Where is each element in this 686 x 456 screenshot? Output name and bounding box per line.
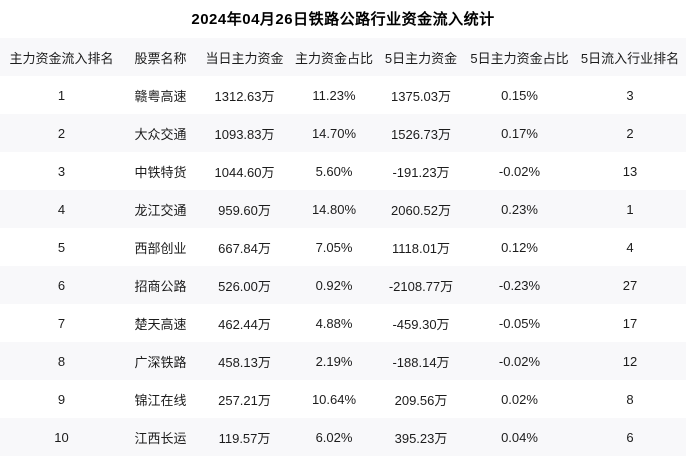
cell-today-main-capital: 119.57万 — [218, 430, 271, 446]
cell-main-capital-ratio: 4.88% — [315, 315, 353, 331]
cell-5day-industry-rank: 17 — [622, 315, 638, 331]
cell-rank: 3 — [57, 163, 66, 179]
cell-stock-name: 广深铁路 — [134, 354, 187, 370]
column-header-5day-main-capital: 5日主力资金 — [384, 50, 458, 66]
column-header-rank: 主力资金流入排名 — [9, 50, 114, 66]
table-row: 7 楚天高速 462.44万 4.88% -459.30万 -0.05% 17 — [0, 304, 686, 342]
cell-5day-industry-rank: 27 — [622, 277, 638, 293]
table-row: 2 大众交通 1093.83万 14.70% 1526.73万 0.17% 2 — [0, 114, 686, 152]
cell-5day-capital-ratio: -0.23% — [498, 277, 541, 293]
cell-today-main-capital: 667.84万 — [218, 240, 271, 256]
cell-main-capital-ratio: 10.64% — [311, 391, 357, 407]
cell-rank: 7 — [57, 315, 66, 331]
cell-5day-main-capital: 209.56万 — [394, 392, 448, 408]
cell-rank: 6 — [57, 277, 66, 293]
cell-5day-capital-ratio: 0.04% — [501, 429, 538, 445]
cell-stock-name: 中铁特货 — [134, 164, 187, 180]
cell-main-capital-ratio: 14.70% — [311, 125, 357, 141]
cell-stock-name: 大众交通 — [134, 126, 187, 142]
cell-5day-industry-rank: 1 — [626, 201, 634, 217]
cell-main-capital-ratio: 0.92% — [315, 277, 353, 293]
table-row: 6 招商公路 526.00万 0.92% -2108.77万 -0.23% 27 — [0, 266, 686, 304]
cell-5day-industry-rank: 13 — [622, 163, 638, 179]
cell-5day-main-capital: 2060.52万 — [391, 202, 451, 218]
cell-stock-name: 招商公路 — [134, 278, 187, 294]
cell-rank: 8 — [57, 353, 66, 369]
cell-today-main-capital: 1093.83万 — [214, 126, 275, 142]
cell-5day-industry-rank: 12 — [622, 353, 638, 369]
table-row: 3 中铁特货 1044.60万 5.60% -191.23万 -0.02% 13 — [0, 152, 686, 190]
cell-today-main-capital: 526.00万 — [218, 278, 271, 294]
table-header-row: 主力资金流入排名 股票名称 当日主力资金 主力资金占比 5日主力资金 5日主力资… — [0, 38, 686, 76]
cell-main-capital-ratio: 5.60% — [315, 163, 353, 179]
cell-main-capital-ratio: 6.02% — [315, 429, 353, 445]
cell-main-capital-ratio: 7.05% — [315, 239, 353, 255]
cell-rank: 5 — [57, 239, 66, 255]
cell-rank: 4 — [57, 201, 66, 217]
cell-5day-main-capital: -459.30万 — [392, 316, 450, 332]
table-row: 9 锦江在线 257.21万 10.64% 209.56万 0.02% 8 — [0, 380, 686, 418]
column-header-5day-industry-rank: 5日流入行业排名 — [580, 50, 680, 66]
table-row: 8 广深铁路 458.13万 2.19% -188.14万 -0.02% 12 — [0, 342, 686, 380]
cell-5day-industry-rank: 8 — [626, 391, 634, 407]
cell-rank: 1 — [57, 87, 66, 103]
cell-main-capital-ratio: 11.23% — [312, 87, 356, 103]
cell-5day-capital-ratio: -0.05% — [498, 315, 541, 331]
column-header-today-main-capital: 当日主力资金 — [205, 50, 284, 66]
capital-flow-table: 主力资金流入排名 股票名称 当日主力资金 主力资金占比 5日主力资金 5日主力资… — [0, 38, 686, 456]
cell-5day-main-capital: -188.14万 — [392, 354, 450, 370]
cell-today-main-capital: 458.13万 — [218, 354, 271, 370]
cell-5day-main-capital: -2108.77万 — [388, 278, 454, 294]
cell-5day-main-capital: 1526.73万 — [391, 126, 451, 142]
table-row: 4 龙江交通 959.60万 14.80% 2060.52万 0.23% 1 — [0, 190, 686, 228]
cell-main-capital-ratio: 2.19% — [315, 353, 353, 369]
cell-5day-capital-ratio: 0.12% — [501, 239, 538, 255]
cell-today-main-capital: 257.21万 — [218, 392, 271, 408]
cell-stock-name: 楚天高速 — [134, 316, 187, 332]
cell-today-main-capital: 1044.60万 — [214, 164, 275, 180]
cell-5day-industry-rank: 6 — [626, 429, 634, 445]
cell-today-main-capital: 1312.63万 — [214, 88, 275, 104]
column-header-stock-name: 股票名称 — [134, 50, 187, 66]
cell-5day-industry-rank: 2 — [626, 125, 634, 141]
cell-5day-capital-ratio: 0.02% — [501, 391, 538, 407]
cell-5day-main-capital: 1118.01万 — [391, 240, 451, 256]
cell-5day-capital-ratio: -0.02% — [498, 163, 541, 179]
column-header-5day-capital-ratio: 5日主力资金占比 — [470, 50, 569, 66]
cell-rank: 10 — [54, 429, 69, 445]
cell-5day-capital-ratio: -0.02% — [498, 353, 541, 369]
cell-today-main-capital: 959.60万 — [218, 202, 271, 218]
cell-5day-capital-ratio: 0.15% — [501, 87, 538, 103]
cell-stock-name: 龙江交通 — [134, 202, 187, 218]
cell-5day-main-capital: 395.23万 — [394, 430, 448, 446]
page-title: 2024年04月26日铁路公路行业资金流入统计 — [191, 11, 495, 28]
table-row: 1 赣粤高速 1312.63万 11.23% 1375.03万 0.15% 3 — [0, 76, 686, 114]
cell-rank: 9 — [57, 391, 66, 407]
cell-stock-name: 赣粤高速 — [134, 88, 187, 104]
cell-main-capital-ratio: 14.80% — [311, 201, 357, 217]
cell-stock-name: 西部创业 — [134, 240, 187, 256]
table-row: 10 江西长运 119.57万 6.02% 395.23万 0.04% 6 — [0, 418, 686, 456]
cell-rank: 2 — [57, 125, 66, 141]
cell-5day-main-capital: -191.23万 — [392, 164, 450, 180]
table-row: 5 西部创业 667.84万 7.05% 1118.01万 0.12% 4 — [0, 228, 686, 266]
cell-stock-name: 锦江在线 — [134, 392, 187, 408]
cell-5day-capital-ratio: 0.23% — [501, 201, 538, 217]
cell-5day-industry-rank: 3 — [626, 87, 634, 103]
column-header-main-capital-ratio: 主力资金占比 — [294, 50, 373, 66]
cell-5day-main-capital: 1375.03万 — [391, 88, 451, 104]
cell-5day-capital-ratio: 0.17% — [501, 125, 538, 141]
cell-stock-name: 江西长运 — [134, 430, 187, 446]
cell-today-main-capital: 462.44万 — [218, 316, 271, 332]
cell-5day-industry-rank: 4 — [626, 239, 634, 255]
